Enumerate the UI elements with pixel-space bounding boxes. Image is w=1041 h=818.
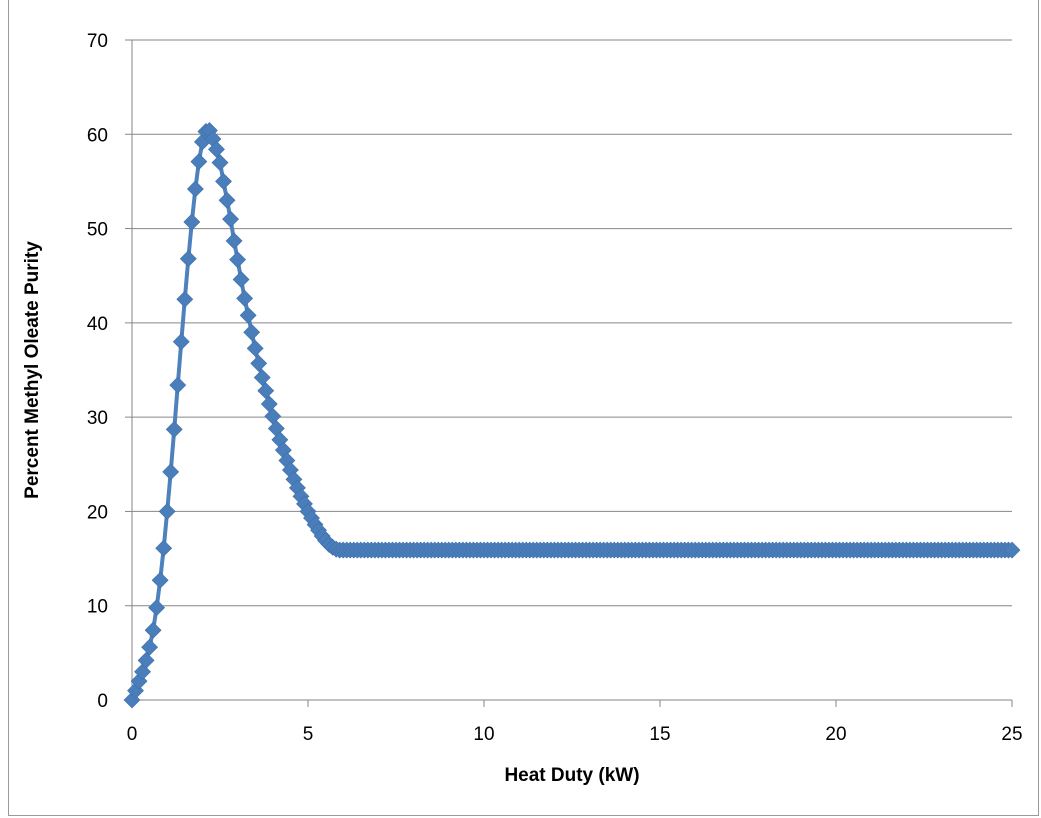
data-point-marker [260,395,278,413]
y-tick-label: 50 [87,220,108,241]
data-point-marker [137,651,155,669]
data-point-marker [264,407,282,425]
data-point-marker [218,191,236,209]
data-series [123,122,1021,709]
x-tick-label: 25 [1001,724,1022,745]
x-tick-label: 0 [127,724,138,745]
data-point-marker [155,539,173,557]
data-point-marker [151,571,169,589]
data-point-marker [225,232,243,250]
gridlines [132,39,1012,607]
x-tick-label: 10 [473,724,494,745]
y-tick-label: 10 [87,597,108,618]
data-point-marker [222,210,239,228]
data-point-marker [148,599,166,617]
chart-area [8,0,1039,816]
data-point-marker [211,154,229,171]
series-line [130,128,1014,702]
data-point-marker [208,140,225,158]
data-point-marker [169,376,187,394]
data-point-marker [162,463,180,481]
data-point-marker [1003,541,1021,559]
data-point-marker [239,306,257,324]
y-tick-label: 60 [87,125,108,146]
tick-labels: 0 10 20 30 40 50 60 70 0 5 10 15 20 25 [87,31,1023,745]
y-tick-label: 30 [87,408,108,429]
y-tick-label: 20 [87,502,108,523]
x-tick-label: 15 [649,724,670,745]
data-point-marker [232,271,250,288]
x-tick-label: 5 [303,724,314,745]
data-point-marker [172,333,190,351]
data-point-marker [215,173,232,190]
data-point-marker [229,251,247,269]
x-tick-label: 20 [825,724,846,745]
y-tick-label: 40 [87,314,108,335]
y-tick-label: 70 [87,31,108,52]
data-point-marker [158,503,176,520]
data-point-marker [250,354,268,372]
data-point-marker [186,180,204,198]
data-point-marker [246,339,264,357]
y-axis-title: Percent Methyl Oleate Purity [22,241,43,499]
data-point-marker [243,323,261,341]
data-point-marker [165,420,183,438]
data-point-marker [183,213,201,231]
data-point-marker [236,289,254,307]
data-point-marker [176,290,194,308]
data-point-marker [141,638,159,656]
data-point-marker [144,621,162,639]
x-axis-title: Heat Duty (kW) [504,765,639,786]
data-point-marker [190,153,208,171]
data-point-marker [257,382,275,400]
data-point-marker [253,369,271,386]
y-tick-label: 0 [97,691,108,712]
data-point-marker [179,250,197,268]
